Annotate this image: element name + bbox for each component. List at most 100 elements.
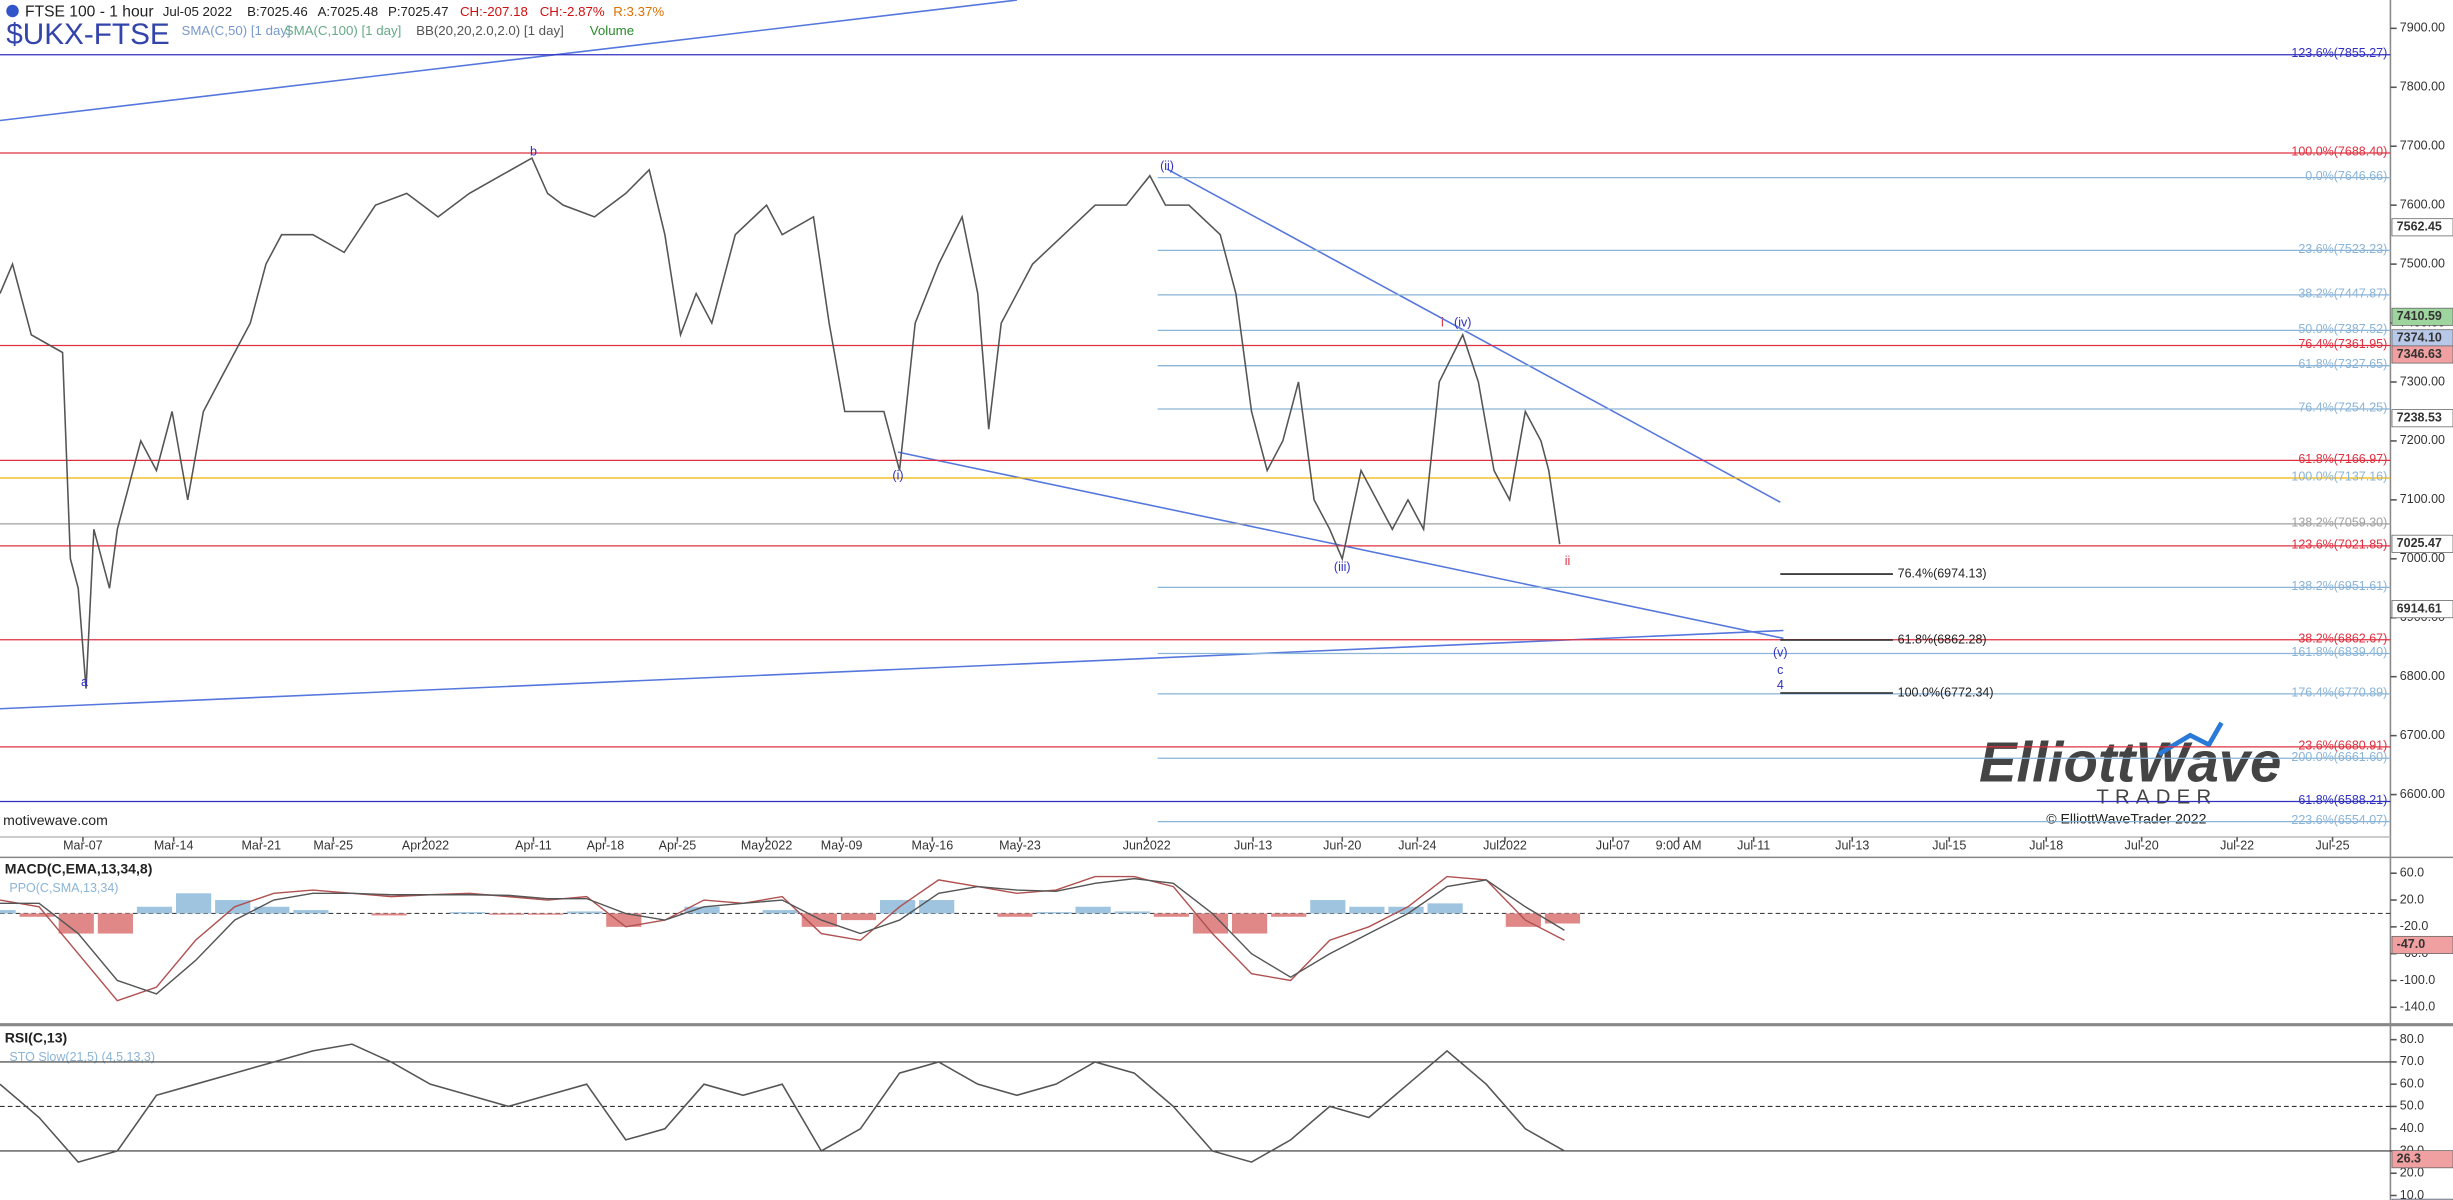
panel-title: MACD(C,EMA,13,34,8) (5, 861, 153, 877)
x-tick-label: May2022 (741, 839, 792, 853)
y-tick-label: 10.0 (2400, 1188, 2424, 1200)
fib-level-label: 76.4%(7254.25) (2298, 400, 2387, 414)
y-tick-label: 7900.00 (2400, 21, 2445, 35)
trendline (897, 451, 1784, 640)
panel-title: RSI(C,13) (5, 1030, 68, 1046)
y-tick-label: 80.0 (2400, 1032, 2424, 1046)
histogram-bar (567, 911, 603, 914)
price-badge-label: 7025.47 (2397, 536, 2442, 550)
histogram-bar (254, 906, 290, 914)
histogram-bar (1114, 911, 1150, 914)
y-tick-label: 6600.00 (2400, 787, 2445, 801)
x-tick-label: Jul-15 (1932, 839, 1966, 853)
fib-level-label: 223.6%(6554.07) (2291, 813, 2387, 827)
fib-level-label: 61.8%(7327.65) (2298, 357, 2387, 371)
histogram-bar (840, 913, 877, 921)
x-tick-label: Jul-20 (2125, 839, 2159, 853)
y-tick-label: 7800.00 (2400, 80, 2445, 94)
x-tick-label: Jun-13 (1234, 839, 1272, 853)
histogram-bar (449, 912, 485, 914)
x-tick-label: Jul-07 (1596, 839, 1630, 853)
histogram-bar (1544, 913, 1581, 924)
y-tick-label: 7600.00 (2400, 197, 2445, 211)
wave-label: (i) (892, 469, 903, 483)
price-badge-label: 7410.59 (2397, 309, 2442, 323)
header-range: R:3.37% (613, 4, 664, 19)
fib-level-label: 123.6%(7021.85) (2291, 537, 2387, 551)
trendline (0, 629, 1784, 710)
macd-line (0, 875, 1565, 1002)
header-bid: B:7025.46 (247, 4, 308, 19)
histogram-bar (488, 913, 525, 915)
x-tick-label: Jun2022 (1123, 839, 1171, 853)
histogram-bar (1036, 912, 1072, 914)
y-tick-label: 50.0 (2400, 1099, 2424, 1113)
x-tick-label: May-09 (821, 839, 863, 853)
price-badge-label: 6914.61 (2397, 601, 2442, 615)
price-line (0, 156, 1561, 689)
x-tick-label: Jul-11 (1737, 839, 1770, 853)
x-tick-label: Apr-18 (587, 839, 625, 853)
histogram-bar (1427, 903, 1463, 914)
logo-copyright: © ElliottWaveTrader 2022 (2046, 811, 2206, 827)
y-tick-label: 20.0 (2400, 1166, 2424, 1180)
fib-level-label: 0.0%(7646.66) (2305, 169, 2387, 183)
price-badge-label: 7374.10 (2397, 331, 2442, 345)
histogram-bar (19, 913, 55, 917)
header-price: P:7025.47 (388, 4, 449, 19)
fib-level-label: 50.0%(7387.52) (2298, 322, 2387, 336)
histogram-bar (175, 893, 212, 914)
symbol: $UKX-FTSE (6, 18, 169, 51)
price-badge-label: 26.3 (2397, 1152, 2421, 1166)
histogram-bar (1349, 906, 1385, 914)
y-tick-label: 6700.00 (2400, 728, 2445, 742)
histogram-bar (136, 906, 173, 914)
y-tick-label: 70.0 (2400, 1054, 2424, 1068)
price-badge (2391, 218, 2453, 237)
y-tick-label: -20.0 (2400, 919, 2429, 933)
indicator-tag: Volume (590, 23, 634, 38)
rsi-line (0, 1043, 1565, 1163)
y-tick-label: -140.0 (2400, 1000, 2435, 1014)
x-tick-label: Jul-13 (1835, 839, 1869, 853)
price-badge (2391, 1150, 2453, 1169)
wave-label: (iv) (1454, 315, 1471, 329)
trendline (0, 0, 1017, 122)
histogram-bar (1192, 913, 1229, 934)
y-tick-label: 7300.00 (2400, 374, 2445, 388)
logo-subtext: TRADER (2096, 786, 2217, 808)
projection-label: 76.4%(6974.13) (1898, 566, 1987, 580)
x-tick-label: Apr2022 (402, 839, 449, 853)
price-badge (2391, 600, 2453, 619)
histogram-bar (0, 910, 16, 914)
y-tick-label: 6800.00 (2400, 669, 2445, 683)
chart-title: FTSE 100 - 1 hour (25, 4, 154, 21)
price-badge-label: 7238.53 (2397, 411, 2442, 425)
x-tick-label: Mar-07 (63, 839, 103, 853)
fib-level-label: 76.4%(7361.95) (2298, 337, 2387, 351)
price-badge (2391, 307, 2453, 326)
y-tick-label: 7200.00 (2400, 433, 2445, 447)
header-change: CH:-207.18 (460, 4, 528, 19)
symbol-icon (6, 4, 19, 18)
fib-level-label: 38.2%(6862.67) (2298, 631, 2387, 645)
x-tick-label: Apr-25 (659, 839, 697, 853)
wave-label: a (81, 675, 88, 689)
histogram-bar (684, 906, 720, 914)
y-tick-label: 20.0 (2400, 892, 2424, 906)
y-tick-label: 60.0 (2400, 1076, 2424, 1090)
indicator-tag: BB(20,20,2.0,2.0) [1 day] (416, 23, 564, 38)
x-tick-label: Jul-18 (2029, 839, 2063, 853)
histogram-bar (919, 900, 955, 914)
wave-label: ii (1565, 554, 1571, 568)
fib-level-label: 61.8%(6588.21) (2298, 793, 2387, 807)
fib-level-label: 176.4%(6770.89) (2291, 685, 2387, 699)
histogram-bar (371, 913, 407, 916)
fib-level-label: 138.2%(6951.61) (2291, 579, 2387, 593)
y-tick-label: 7500.00 (2400, 256, 2445, 270)
x-tick-label: Jul-25 (2316, 839, 2350, 853)
histogram-bar (762, 910, 798, 914)
x-tick-label: Jul2022 (1483, 839, 1527, 853)
